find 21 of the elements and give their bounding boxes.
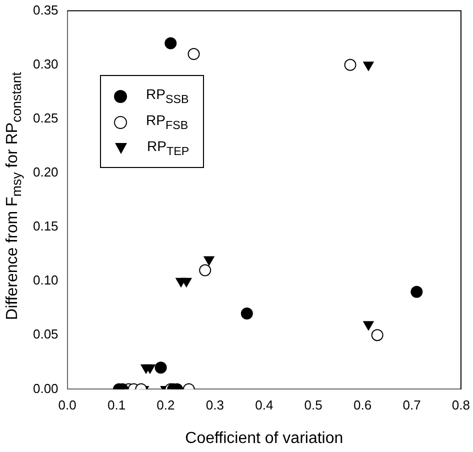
legend-label: RP$_{FSB}$ [146, 110, 188, 134]
y-tick-label: 0.10 [32, 272, 58, 288]
y-tick-label: 0.25 [32, 110, 58, 126]
y-tick-label: 0.20 [32, 164, 58, 180]
x-tick-label: 0.2 [156, 398, 175, 413]
legend-label: RP$_{TEP}$ [147, 136, 190, 160]
x-tick-label: 0.0 [58, 398, 76, 413]
x-tick-label: 0.5 [304, 398, 322, 413]
y-tick-label: 0.30 [32, 56, 58, 72]
x-tick-label: 0.7 [402, 398, 421, 413]
legend-label: RP$_{SSB}$ [146, 85, 189, 108]
y-tick-label: 0.35 [32, 2, 58, 18]
y-tick-label: 0.00 [32, 380, 58, 396]
x-tick-label: 0.4 [255, 398, 274, 413]
x-tick-label: 0.8 [452, 398, 470, 413]
x-axis-title: Coefficient of variation [185, 430, 344, 447]
y-tick-label: 0.15 [32, 218, 58, 234]
x-tick-label: 0.3 [206, 398, 224, 413]
x-tick-label: 0.6 [354, 398, 372, 413]
x-tick-label: 0.1 [107, 398, 126, 413]
y-tick-label: 0.05 [32, 326, 58, 342]
